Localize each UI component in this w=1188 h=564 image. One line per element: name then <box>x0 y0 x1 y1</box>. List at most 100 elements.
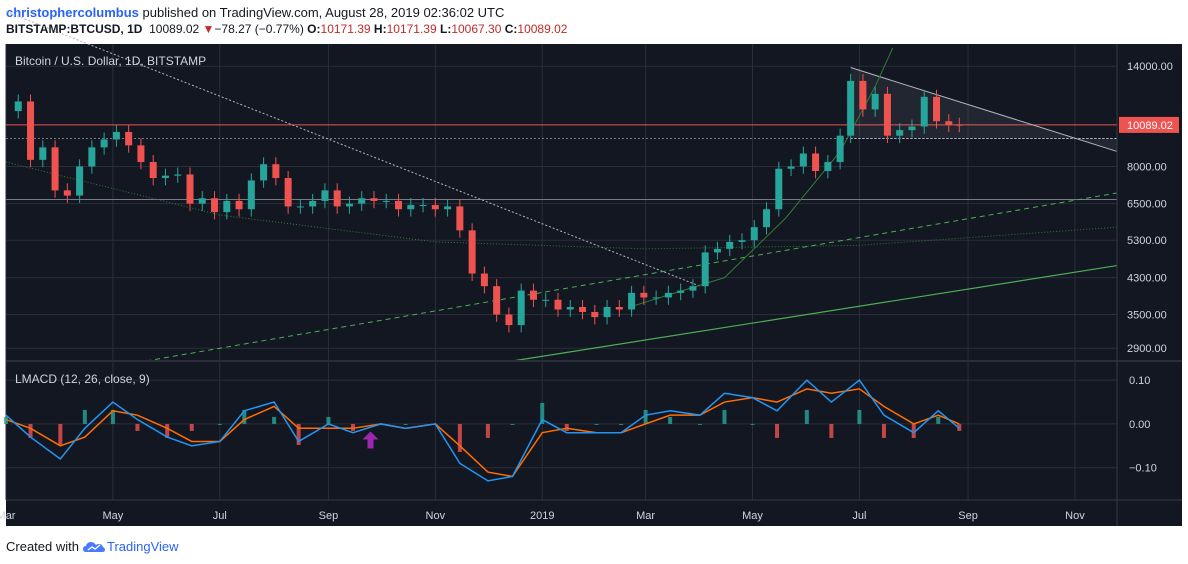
candle-body <box>211 198 219 213</box>
macd-tick-label: −0.10 <box>1129 463 1157 475</box>
candle-body <box>39 147 47 160</box>
macd-histogram-bar <box>857 409 862 424</box>
y-tick-label: 14000.00 <box>1127 61 1173 73</box>
candle-body <box>566 307 574 310</box>
candle-body <box>444 206 452 210</box>
tradingview-brand-link[interactable]: TradingView <box>106 539 179 554</box>
macd-histogram-bar <box>58 423 63 445</box>
x-tick-label: Sep <box>319 510 339 522</box>
candle-body <box>933 96 941 122</box>
candle-body <box>51 147 59 191</box>
low-value: 10067.30 <box>451 22 502 36</box>
candle-body <box>100 139 108 148</box>
macd-histogram-bar <box>594 423 599 425</box>
open-label: O: <box>307 22 321 36</box>
candle-body <box>235 200 243 210</box>
candle-body <box>726 241 734 249</box>
candle-body <box>640 292 648 298</box>
candle-body <box>677 290 685 293</box>
x-tick-label: Jul <box>213 510 227 522</box>
down-arrow-icon: ▼ <box>202 22 215 36</box>
macd-pane <box>4 379 962 482</box>
macd-histogram-bar <box>564 423 569 431</box>
candle-body <box>955 124 963 126</box>
macd-axis[interactable]: 0.10 0.00 −0.10 <box>1129 375 1157 475</box>
x-tick-label: Jul <box>852 510 866 522</box>
x-tick-label: Mar <box>0 510 16 522</box>
macd-histogram-bar <box>540 402 545 424</box>
candle-body <box>76 166 84 196</box>
candle-body <box>63 190 71 196</box>
candle-body <box>859 80 867 110</box>
candle-body <box>493 286 501 315</box>
y-tick-label: 4300.00 <box>1127 273 1167 285</box>
macd-histogram-bar <box>619 423 624 425</box>
macd-histogram-bar <box>668 416 673 424</box>
candle-body <box>296 206 304 208</box>
macd-title: LMACD (12, 26, close, 9) <box>15 372 150 386</box>
candle-body <box>554 299 562 310</box>
candle-body <box>198 198 206 204</box>
candle-body <box>186 174 194 204</box>
candle-body <box>763 209 771 228</box>
candle-body <box>871 93 879 110</box>
x-tick-label: May <box>742 510 763 522</box>
macd-histogram-bar <box>296 423 301 445</box>
candle-body <box>775 168 783 210</box>
price-axis[interactable]: 14000.00 10089.02 8000.00 6500.00 5300.00 430… <box>1119 61 1179 355</box>
macd-histogram-bar <box>28 423 33 438</box>
time-axis[interactable]: Mar May Jul Sep Nov 2019 Mar May Jul Sep Nov <box>0 510 1085 522</box>
candle-body <box>407 205 415 210</box>
macd-histogram-bar <box>775 423 780 438</box>
drawing-overlays <box>5 11 1118 362</box>
candle-body <box>309 200 317 207</box>
author-link[interactable]: christophercolumbus <box>6 5 139 20</box>
candle-body <box>382 200 390 202</box>
macd-histogram-bar <box>82 409 87 424</box>
macd-histogram-bar <box>485 423 490 438</box>
macd-histogram-bar <box>135 423 140 431</box>
x-tick-label: Sep <box>958 510 978 522</box>
macd-histogram-bar <box>326 416 331 424</box>
x-tick-label: May <box>103 510 124 522</box>
candle-body <box>149 162 157 179</box>
candle-body <box>284 178 292 207</box>
published-text: published on TradingView.com, August 28,… <box>142 5 505 20</box>
candle-body <box>321 190 329 201</box>
candle-body <box>161 175 169 179</box>
last-price-tag <box>1119 116 1179 133</box>
candle-body <box>419 205 427 207</box>
footer: Created with TradingView <box>6 539 179 554</box>
x-tick-label: 2019 <box>530 510 554 522</box>
macd-line <box>5 379 960 482</box>
candle-body <box>836 135 844 163</box>
candle-body <box>260 164 268 181</box>
candle-body <box>223 200 231 213</box>
x-tick-label: Nov <box>426 510 446 522</box>
candle-body <box>615 307 623 310</box>
publish-info: christophercolumbus published on Trading… <box>6 5 504 20</box>
candle-body <box>787 166 795 169</box>
candle-body <box>713 248 721 253</box>
price-candles <box>14 73 963 333</box>
macd-histogram-bar <box>110 409 115 424</box>
low-label: L: <box>440 22 452 36</box>
open-value: 10171.39 <box>320 22 371 36</box>
last-price: 10089.02 <box>149 22 200 36</box>
macd-histogram-bar <box>4 416 8 424</box>
chart-background <box>6 44 1182 526</box>
candle-body <box>358 198 366 204</box>
candle-body <box>174 174 182 176</box>
x-tick-label: Nov <box>1065 510 1085 522</box>
candle-body <box>345 203 353 207</box>
macd-histogram-bar <box>643 409 648 424</box>
macd-histogram-bar <box>403 423 408 425</box>
candle-body <box>137 145 145 163</box>
macd-histogram-bar <box>750 423 755 425</box>
macd-histogram-bar <box>804 409 809 424</box>
candle-body <box>920 96 928 127</box>
macd-histogram-bar <box>217 423 222 425</box>
candle-body <box>579 307 587 312</box>
macd-signal-line <box>5 388 960 478</box>
